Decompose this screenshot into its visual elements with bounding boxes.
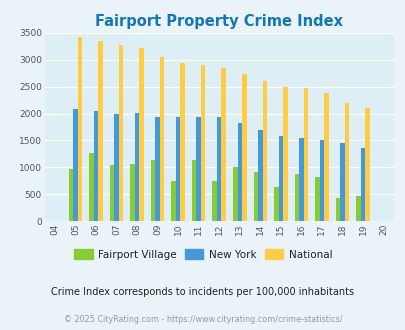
Bar [109,165,114,221]
Bar [212,181,216,221]
Bar [294,174,298,221]
Bar [192,160,196,221]
Bar [278,136,282,221]
Bar [273,187,278,221]
Bar [344,103,348,221]
Bar [339,143,344,221]
Bar [175,116,180,221]
Bar [68,169,73,221]
Bar [139,48,143,221]
Title: Fairport Property Crime Index: Fairport Property Crime Index [95,14,342,29]
Bar [258,130,262,221]
Bar [241,74,246,221]
Text: Crime Index corresponds to incidents per 100,000 inhabitants: Crime Index corresponds to incidents per… [51,287,354,297]
Bar [282,87,287,221]
Bar [160,57,164,221]
Bar [298,138,303,221]
Bar [216,117,221,221]
Bar [335,198,339,221]
Bar [196,117,200,221]
Bar [364,108,369,221]
Bar [237,123,241,221]
Bar [119,45,123,221]
Bar [355,196,360,221]
Bar [253,172,258,221]
Bar [324,93,328,221]
Bar [171,181,175,221]
Bar [130,164,134,221]
Bar [155,116,160,221]
Bar [73,109,77,221]
Bar [303,88,307,221]
Bar [360,148,364,221]
Bar [262,82,266,221]
Bar [232,167,237,221]
Bar [94,111,98,221]
Bar [89,153,94,221]
Text: © 2025 CityRating.com - https://www.cityrating.com/crime-statistics/: © 2025 CityRating.com - https://www.city… [64,315,341,324]
Legend: Fairport Village, New York, National: Fairport Village, New York, National [69,245,336,264]
Bar [314,177,319,221]
Bar [221,68,226,221]
Bar [98,41,102,221]
Bar [77,37,82,221]
Bar [180,63,185,221]
Bar [151,160,155,221]
Bar [114,114,119,221]
Bar [319,141,324,221]
Bar [200,65,205,221]
Bar [134,113,139,221]
